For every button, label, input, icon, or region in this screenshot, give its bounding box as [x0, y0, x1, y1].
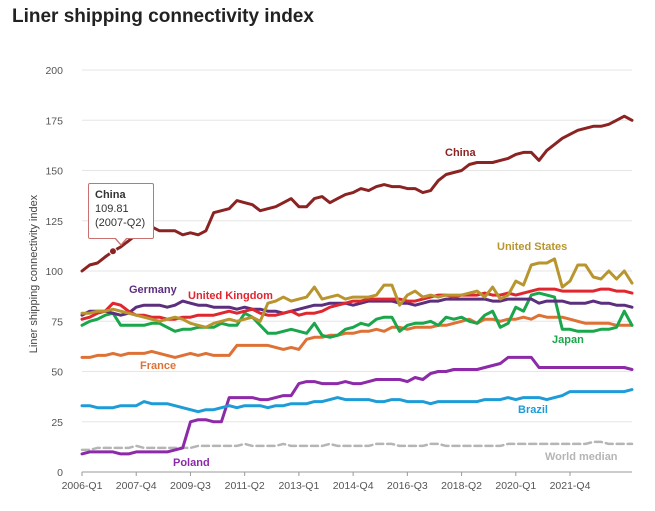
x-tick-label: 2020-Q1: [495, 480, 536, 492]
series-label-japan: Japan: [552, 334, 584, 346]
y-tick-label: 200: [45, 65, 63, 77]
x-tick-label: 2016-Q3: [387, 480, 428, 492]
series-line-united-kingdom: [80, 287, 634, 321]
series-label-poland: Poland: [173, 457, 210, 469]
series-label-germany: Germany: [129, 284, 178, 296]
x-tick-label: 2018-Q2: [441, 480, 482, 492]
series-line-brazil: [80, 388, 634, 414]
tooltip-period: (2007-Q2): [95, 217, 146, 229]
x-tick-label: 2021-Q4: [550, 480, 591, 492]
tooltip-series: China: [95, 189, 126, 201]
x-tick-label: 2011-Q2: [225, 480, 265, 492]
y-tick-label: 0: [57, 467, 63, 479]
series-label-united-kingdom: United Kingdom: [188, 290, 273, 302]
tooltip-point-marker: [108, 247, 117, 256]
tooltip-value: 109.81: [95, 203, 129, 215]
y-tick-label: 100: [45, 266, 63, 278]
series-label-united-states: United States: [497, 241, 567, 253]
x-tick-label: 2009-Q3: [170, 480, 211, 492]
series-label-brazil: Brazil: [518, 404, 548, 416]
y-tick-label: 50: [51, 367, 63, 379]
tooltip-arrow-inner: [115, 237, 127, 244]
y-tick-label: 175: [45, 115, 63, 127]
x-tick-label: 2014-Q4: [333, 480, 374, 492]
series-line-france: [80, 313, 634, 359]
y-tick-label: 125: [45, 216, 63, 228]
x-tick-label: 2007-Q4: [116, 480, 157, 492]
series-line-poland: [80, 355, 634, 456]
y-tick-label: 75: [51, 316, 63, 328]
chart-title: Liner shipping connectivity index: [12, 6, 314, 27]
y-tick-label: 150: [45, 166, 63, 178]
series-line-united-states: [80, 257, 634, 329]
x-tick-label: 2006-Q1: [62, 480, 103, 492]
series-line-china: [80, 114, 634, 273]
series-line-world-median: [80, 440, 634, 452]
series-label-china: China: [445, 147, 476, 159]
series-line-germany: [80, 297, 634, 317]
y-axis-label: Liner shipping connectivity index: [28, 194, 40, 353]
series-label-france: France: [140, 360, 176, 372]
x-tick-label: 2013-Q1: [278, 480, 319, 492]
series-line-japan: [80, 291, 634, 339]
series-label-world-median: World median: [545, 451, 618, 463]
tooltip: China 109.81 (2007-Q2): [88, 183, 154, 239]
y-tick-label: 25: [51, 417, 63, 429]
